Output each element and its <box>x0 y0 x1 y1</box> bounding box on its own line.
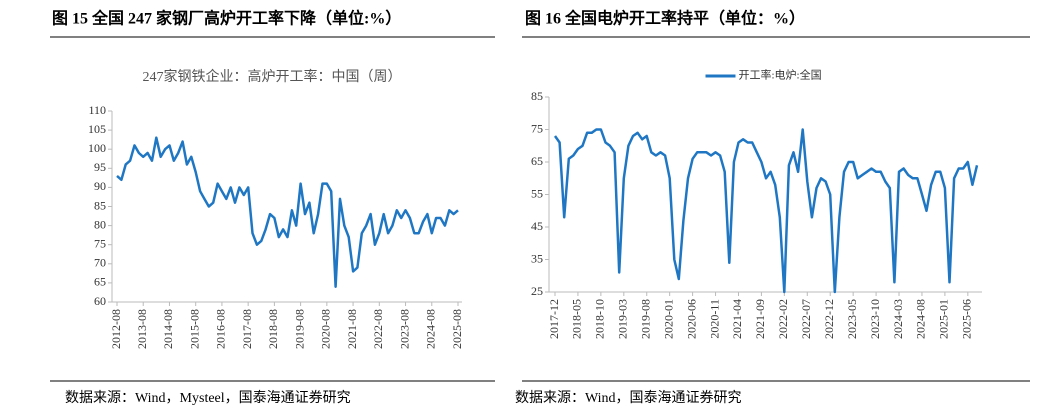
x-tick-label: 2017-12 <box>547 299 561 339</box>
x-tick-label: 2024-03 <box>891 299 905 339</box>
x-tick-label: 2014-08 <box>161 309 175 349</box>
x-tick-label: 2020-01 <box>661 299 675 339</box>
y-tick-label: 110 <box>88 103 106 117</box>
x-tick-label: 2022-07 <box>799 299 813 339</box>
chart-title: 图 15 全国 247 家钢厂高炉开工率下降（单位:%） <box>52 9 401 28</box>
x-tick-label: 2018-10 <box>593 299 607 339</box>
x-tick-label: 2013-08 <box>135 309 149 349</box>
y-tick-label: 85 <box>531 89 543 103</box>
x-tick-label: 2025-01 <box>937 299 951 339</box>
x-tick-label: 2024-08 <box>914 299 928 339</box>
legend-label: 开工率:电炉:全国 <box>739 68 822 82</box>
x-tick-label: 2019-03 <box>616 299 630 339</box>
y-tick-label: 95 <box>94 160 106 174</box>
x-tick-label: 2023-05 <box>845 299 859 339</box>
line <box>116 136 459 288</box>
y-tick-label: 65 <box>94 275 106 289</box>
x-tick-label: 2024-08 <box>424 309 438 349</box>
x-tick-label: 2021-09 <box>753 299 767 339</box>
x-tick-label: 2019-08 <box>292 309 306 349</box>
y-tick-label: 105 <box>88 122 106 136</box>
x-tick-label: 2022-12 <box>822 299 836 339</box>
x-tick-label: 2019-08 <box>638 299 652 339</box>
y-tick-label: 85 <box>94 198 106 212</box>
x-tick-label: 2015-08 <box>187 309 201 349</box>
x-tick-label: 2023-08 <box>397 309 411 349</box>
line <box>553 128 979 294</box>
chart-subtitle: 247家钢铁企业：高炉开工率：中国（周） <box>143 68 402 85</box>
x-tick-label: 2022-02 <box>776 299 790 339</box>
y-tick-label: 25 <box>531 284 543 298</box>
source: 数据来源：Wind，国泰海通证券研究 <box>515 390 742 406</box>
y-tick-label: 55 <box>531 186 543 200</box>
x-tick-label: 2025-06 <box>960 299 974 339</box>
x-tick-label: 2025-08 <box>450 309 464 349</box>
x-tick-label: 2022-08 <box>371 309 385 349</box>
x-tick-label: 2020-08 <box>319 309 333 349</box>
y-tick-label: 100 <box>88 141 106 155</box>
x-tick-label: 2021-04 <box>730 299 744 339</box>
x-tick-label: 2018-08 <box>266 309 280 349</box>
y-tick-label: 75 <box>531 121 543 135</box>
y-tick-label: 45 <box>531 219 543 233</box>
x-tick-label: 2016-08 <box>214 309 228 349</box>
chart-title: 图 16 全国电炉开工率持平（单位：%） <box>525 9 805 28</box>
x-tick-label: 2020-11 <box>707 299 721 339</box>
y-tick-label: 60 <box>94 294 106 308</box>
y-tick-label: 65 <box>531 154 543 168</box>
x-tick-label: 2021-08 <box>345 309 359 349</box>
x-tick-label: 2023-10 <box>868 299 882 339</box>
x-tick-label: 2012-08 <box>109 309 123 349</box>
source: 数据来源：Wind，Mysteel，国泰海通证券研究 <box>65 390 351 406</box>
y-tick-label: 70 <box>94 256 106 270</box>
y-tick-label: 75 <box>94 236 106 250</box>
y-tick-label: 35 <box>531 251 543 265</box>
y-tick-label: 90 <box>94 179 106 193</box>
y-tick-label: 80 <box>94 217 106 231</box>
x-tick-label: 2018-05 <box>570 299 584 339</box>
x-tick-label: 2017-08 <box>240 309 254 349</box>
x-tick-label: 2020-06 <box>684 299 698 339</box>
